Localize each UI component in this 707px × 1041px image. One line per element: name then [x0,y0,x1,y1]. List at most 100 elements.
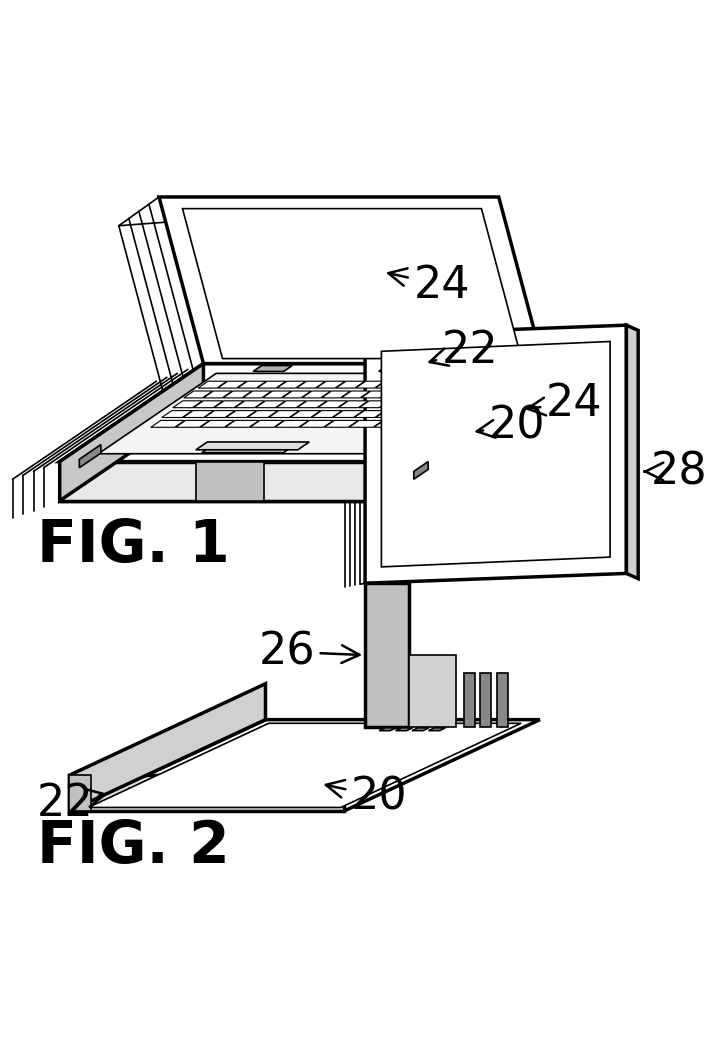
Polygon shape [302,391,330,398]
Polygon shape [183,411,214,417]
Polygon shape [317,401,347,408]
Polygon shape [463,674,474,727]
Polygon shape [69,776,344,811]
Polygon shape [365,583,409,727]
Polygon shape [253,365,292,372]
Polygon shape [159,197,542,363]
Polygon shape [380,401,409,408]
Polygon shape [196,442,309,450]
Polygon shape [223,391,252,398]
Polygon shape [255,401,285,408]
Polygon shape [626,326,638,579]
Polygon shape [311,411,341,417]
Polygon shape [428,728,445,731]
Text: 24: 24 [388,263,469,307]
Polygon shape [193,401,223,408]
Polygon shape [238,381,266,388]
Polygon shape [59,462,399,501]
Text: 26: 26 [258,631,359,674]
Polygon shape [400,391,428,398]
Polygon shape [365,326,626,583]
Polygon shape [262,391,291,398]
Polygon shape [297,401,327,408]
Polygon shape [321,391,350,398]
Polygon shape [214,401,244,408]
Text: FIG. 1: FIG. 1 [37,517,229,575]
Polygon shape [409,655,455,727]
Text: 24: 24 [527,382,602,425]
Polygon shape [182,209,521,359]
Polygon shape [250,421,284,428]
Polygon shape [399,363,542,501]
Polygon shape [296,381,325,388]
Text: 22: 22 [429,329,498,373]
Polygon shape [434,381,463,388]
Polygon shape [200,421,234,428]
Polygon shape [454,381,482,388]
Polygon shape [235,401,264,408]
Polygon shape [420,391,448,398]
Polygon shape [203,391,232,398]
Polygon shape [257,381,286,388]
Polygon shape [316,381,345,388]
Polygon shape [243,391,271,398]
Polygon shape [282,391,310,398]
Polygon shape [162,411,192,417]
Polygon shape [373,421,407,428]
Polygon shape [226,411,256,417]
Polygon shape [290,411,320,417]
Polygon shape [201,450,287,453]
Polygon shape [195,462,263,501]
Text: 20: 20 [477,404,545,448]
Polygon shape [204,411,235,417]
Polygon shape [341,391,370,398]
Polygon shape [359,401,389,408]
Polygon shape [59,363,203,501]
Polygon shape [361,391,390,398]
Polygon shape [378,365,418,372]
Polygon shape [421,401,450,408]
Polygon shape [59,363,542,462]
Polygon shape [184,391,212,398]
Polygon shape [379,728,396,731]
Polygon shape [274,421,308,428]
Polygon shape [225,421,259,428]
Polygon shape [218,381,246,388]
Polygon shape [381,341,609,567]
Text: 20: 20 [325,776,407,818]
Polygon shape [332,411,363,417]
Polygon shape [98,374,515,454]
Polygon shape [336,381,364,388]
Polygon shape [439,391,468,398]
Polygon shape [69,776,91,811]
Polygon shape [69,684,265,811]
Polygon shape [414,462,428,479]
Polygon shape [269,411,299,417]
Polygon shape [276,381,305,388]
Polygon shape [414,381,443,388]
Polygon shape [354,411,385,417]
Text: 28: 28 [644,450,706,493]
Polygon shape [324,421,358,428]
Polygon shape [411,728,428,731]
Polygon shape [175,421,209,428]
Polygon shape [395,728,412,731]
Polygon shape [247,411,278,417]
Polygon shape [496,674,507,727]
Polygon shape [349,421,382,428]
Polygon shape [356,381,384,388]
Polygon shape [380,391,409,398]
Polygon shape [338,401,368,408]
Text: FIG. 2: FIG. 2 [37,817,229,874]
Polygon shape [395,381,423,388]
Polygon shape [198,381,226,388]
Polygon shape [375,411,406,417]
Polygon shape [79,445,101,467]
Polygon shape [88,723,520,808]
Polygon shape [69,719,539,811]
Polygon shape [480,674,491,727]
Polygon shape [276,401,306,408]
Polygon shape [299,421,333,428]
Polygon shape [151,421,185,428]
Polygon shape [400,401,430,408]
